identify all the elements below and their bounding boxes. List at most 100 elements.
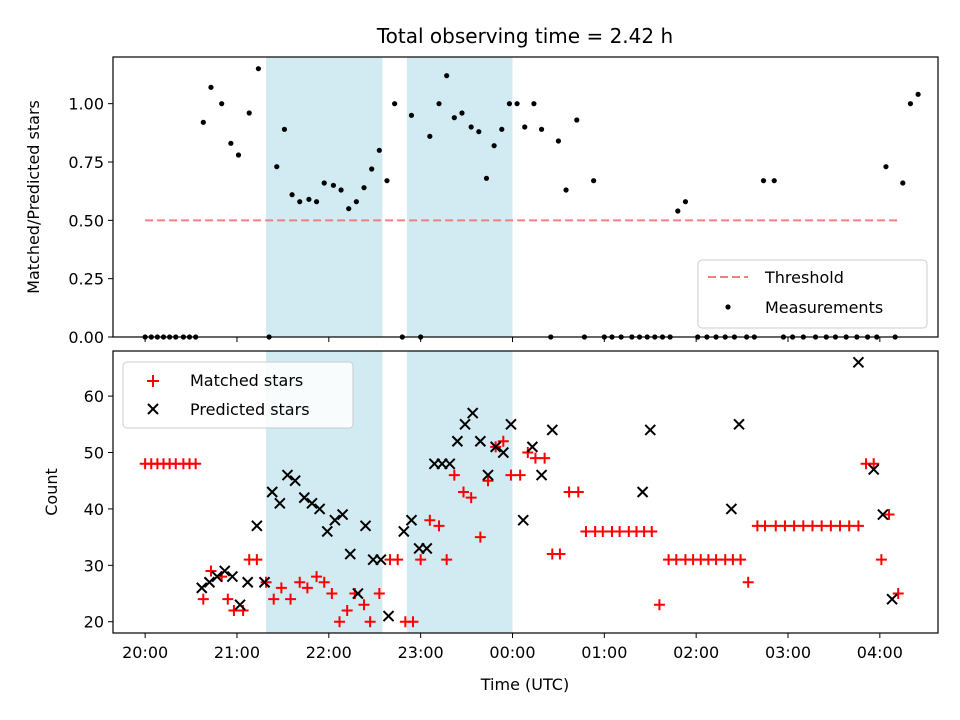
predicted-star-point [211,570,223,583]
predicted-star-point [258,576,271,588]
x-axis-label: Time (UTC) [480,675,569,694]
top-legend: Threshold Measurements [697,259,928,329]
matched-star-point [554,548,566,560]
matched-star-point [341,604,353,616]
top-axes-frame [112,56,939,338]
matched-star-point [572,486,584,498]
measurement-point [771,178,777,184]
measurement-point [915,91,921,97]
measurement-point [499,126,505,132]
measurement-point [338,187,344,193]
matched-star-point [441,554,453,566]
measurement-point [255,66,262,72]
measurement-point [330,182,337,188]
matched-star-point [614,525,626,537]
matched-star-point [539,452,551,464]
bottom-y-tick-label: 60 [84,387,104,406]
top-panel: 0.00 0.25 0.50 0.75 1.00 [68,56,939,347]
x-tick-label: 01:00 [581,643,627,662]
top-y-tick-label: 0.50 [68,211,104,230]
matched-star-point [883,509,895,521]
bottom-y-tick-label: 20 [84,613,104,632]
chart-title: Total observing time = 2.42 h [376,24,673,48]
matched-star-point [465,492,477,504]
matched-star-point [190,458,202,470]
predicted-star-point [868,463,880,476]
legend-measurements-label: Measurements [765,298,883,317]
matched-star-point [358,599,370,611]
measurement-point [306,196,312,202]
top-shaded-span-1 [406,57,513,337]
measurement-point [208,84,214,90]
matched-star-point [497,435,509,447]
bottom-y-tick-label: 50 [84,444,104,463]
predicted-star-point [234,599,246,611]
matched-star-point [875,554,887,566]
top-y-tick-label: 0.00 [68,328,104,347]
measurement-point [289,192,295,198]
matched-star-point [275,582,287,594]
bottom-y-axis-label: Count [42,468,61,516]
predicted-star-point [636,486,649,498]
predicted-star-point [382,610,395,622]
predicted-star-point [526,441,539,453]
matched-star-point [222,593,234,605]
measurement-point [321,180,327,186]
measurement-point [408,112,415,118]
predicted-star-point [289,475,301,487]
matched-star-point [285,593,297,605]
measurement-point [451,115,457,121]
matched-star-point [646,525,658,537]
measurement-point [274,164,280,170]
measurement-point [491,143,497,149]
predicted-star-point [313,503,326,515]
predicted-star-point [352,587,364,600]
top-y-tick-label: 0.25 [68,270,104,289]
measurement-point [219,101,225,107]
predicted-star-point [505,418,517,431]
matched-star-point [334,616,346,628]
top-y-tick-label: 1.00 [68,95,104,114]
predicted-star-point [474,435,487,447]
predicted-star-point [421,542,433,555]
top-y-axis-label: Matched/Predicted stars [24,100,43,294]
predicted-star-point [226,570,239,583]
matched-star-point [392,554,404,566]
matched-star-point [205,565,217,577]
predicted-star-point [886,593,898,605]
legend-measurements-swatch [725,304,731,310]
predicted-star-point [546,424,558,436]
predicted-star-point [535,469,548,481]
predicted-star-point [644,424,656,436]
measurement-point [313,199,320,205]
matched-star-point [852,520,864,532]
predicted-star-point [489,441,502,453]
matched-star-point [433,520,445,532]
legend-threshold-label: Threshold [764,268,844,287]
predicted-star-point [444,458,456,470]
bottom-legend-box [122,361,354,429]
predicted-star-point [241,576,254,588]
predicted-star-point [725,503,738,515]
matched-star-point [522,447,534,459]
measurement-point [538,126,545,132]
predicted-star-point [497,446,510,459]
x-tick-label: 23:00 [398,643,444,662]
x-tick-label: 02:00 [673,643,719,662]
measurement-point [506,101,513,107]
bottom-axes-frame [112,350,939,634]
top-y-tick-label: 0.75 [68,153,104,172]
measurement-point [574,117,580,123]
matched-star-point [458,486,470,498]
matched-star-point [448,469,460,481]
measurement-point [361,185,367,191]
matched-star-point [529,452,541,464]
matched-star-point [415,554,427,566]
predicted-star-point [451,435,464,447]
measurement-point [675,208,681,214]
predicted-star-point [251,520,263,532]
predicted-star-point [203,576,216,588]
measurement-point [900,180,906,186]
matched-star-point [318,576,330,588]
